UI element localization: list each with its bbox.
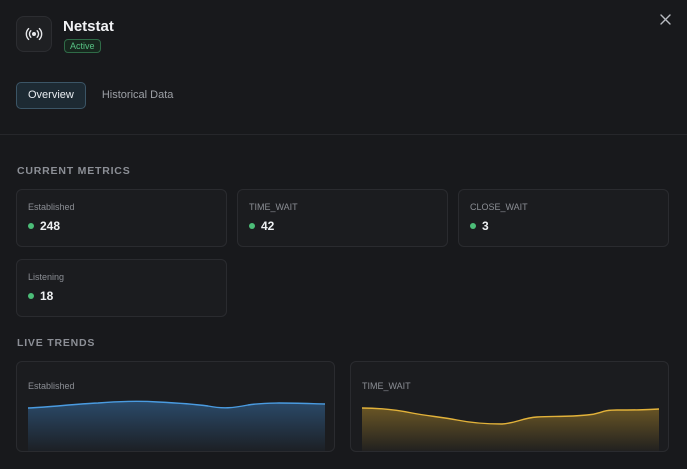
tab-overview[interactable]: Overview	[16, 82, 86, 109]
metric-value: 248	[40, 219, 61, 233]
metric-value-row: 18	[28, 289, 53, 303]
page-title: Netstat	[63, 18, 114, 35]
metric-card-close-wait: CLOSE_WAIT 3	[458, 189, 669, 247]
header: Netstat Active	[0, 0, 687, 70]
trend-label: Established	[28, 381, 75, 391]
time-wait-area	[362, 408, 659, 451]
time-wait-sparkline	[362, 407, 659, 451]
broadcast-icon	[25, 27, 43, 41]
trend-card-established: Established	[16, 361, 335, 452]
metric-card-time-wait: TIME_WAIT 42	[237, 189, 448, 247]
status-badge: Active	[64, 39, 101, 53]
metric-value-row: 42	[249, 219, 274, 233]
metric-card-listening: Listening 18	[16, 259, 227, 317]
metric-value: 3	[482, 219, 489, 233]
status-dot	[249, 223, 255, 229]
tab-bar: Overview Historical Data	[16, 82, 185, 109]
current-metrics-heading: CURRENT METRICS	[17, 165, 131, 177]
metric-label: Established	[28, 202, 75, 212]
metric-value-row: 3	[470, 219, 489, 233]
metric-label: CLOSE_WAIT	[470, 202, 528, 212]
metric-card-established: Established 248	[16, 189, 227, 247]
established-line	[28, 400, 325, 409]
metric-value-row: 248	[28, 219, 60, 233]
trend-label: TIME_WAIT	[362, 381, 411, 391]
divider	[0, 134, 687, 135]
tab-historical-data[interactable]: Historical Data	[101, 89, 174, 101]
close-icon	[659, 13, 671, 25]
metric-label: TIME_WAIT	[249, 202, 298, 212]
close-button[interactable]	[657, 11, 673, 27]
metric-value: 42	[261, 219, 275, 233]
time-wait-line	[362, 407, 659, 425]
app-icon	[16, 16, 52, 52]
established-sparkline	[28, 400, 325, 451]
status-dot	[28, 223, 34, 229]
live-trends-heading: LIVE TRENDS	[17, 337, 96, 349]
metric-value: 18	[40, 289, 54, 303]
established-area	[28, 401, 325, 451]
status-dot	[470, 223, 476, 229]
metric-label: Listening	[28, 272, 65, 282]
trend-card-time-wait: TIME_WAIT	[350, 361, 669, 452]
status-dot	[28, 293, 34, 299]
